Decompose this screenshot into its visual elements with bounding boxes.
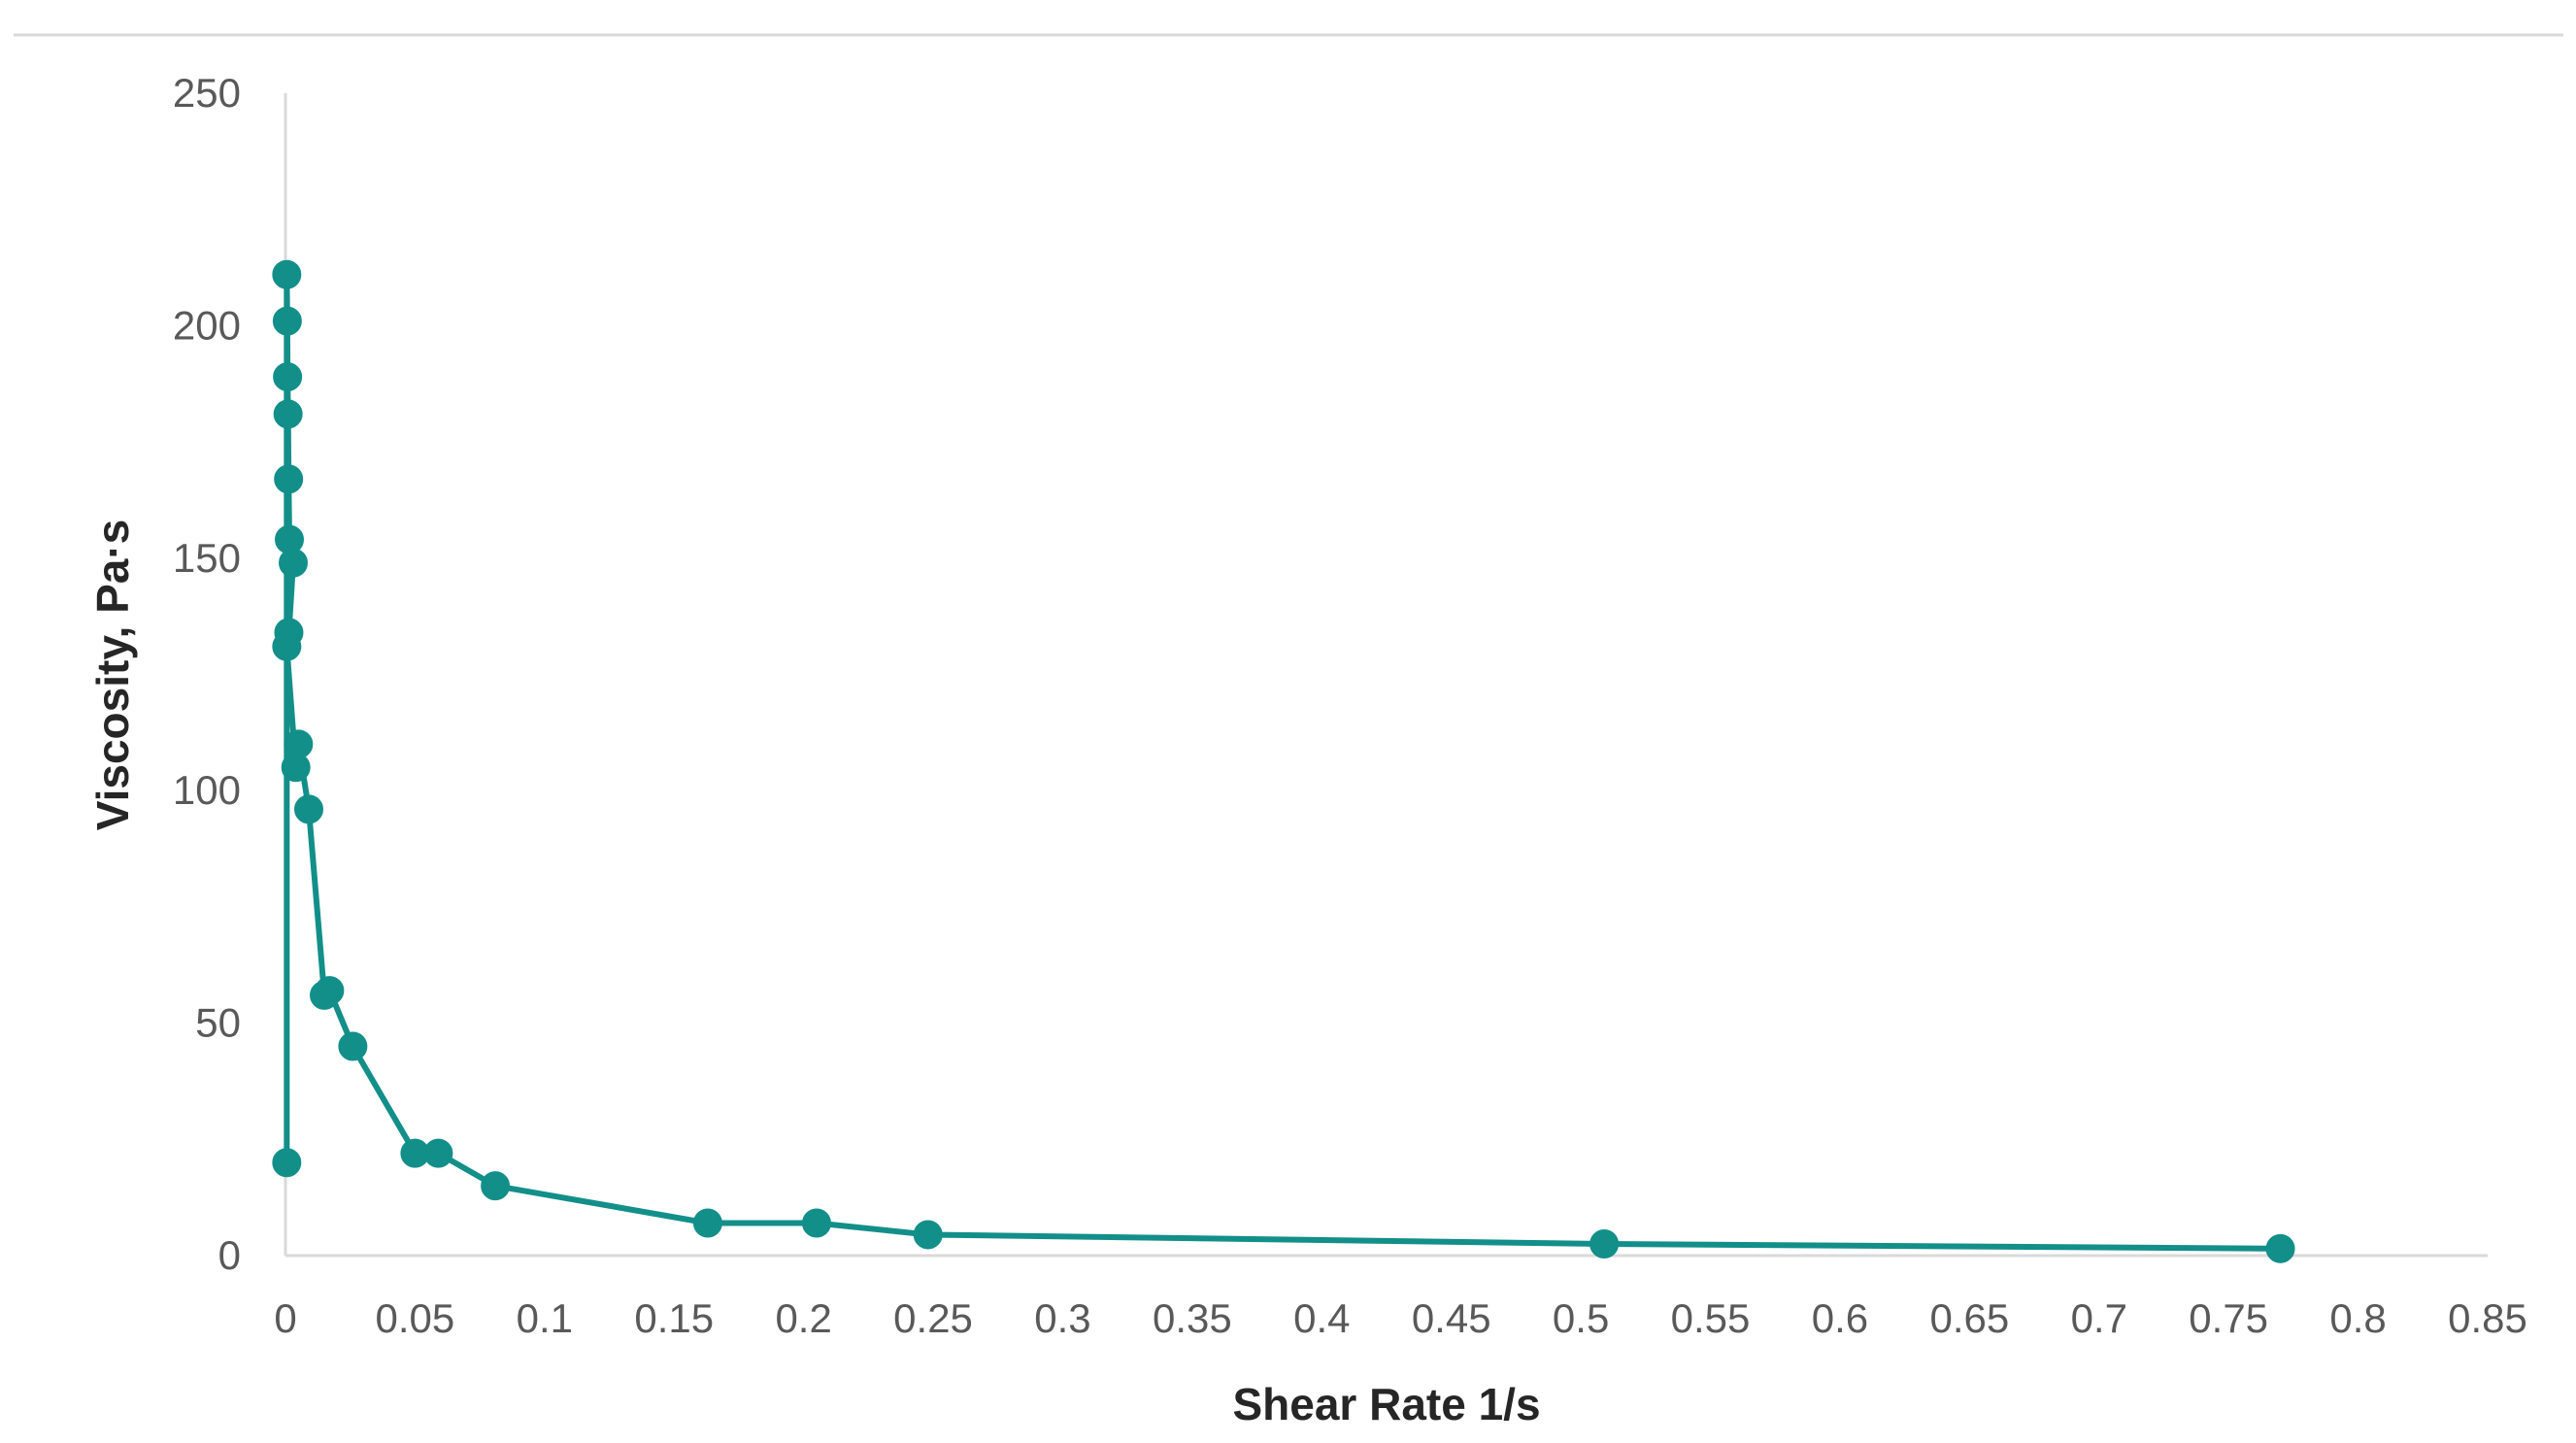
x-tick-label: 0.6 (1812, 1295, 1868, 1341)
x-tick-label: 0.55 (1671, 1295, 1751, 1341)
data-point (274, 464, 304, 494)
x-tick-label: 0.05 (376, 1295, 455, 1341)
x-tick-label: 0.3 (1034, 1295, 1090, 1341)
data-point (272, 1148, 302, 1178)
x-tick-label: 0.8 (2329, 1295, 2386, 1341)
y-tick-label: 200 (173, 302, 241, 348)
y-tick-labels: 0 50 100 150 200 250 (173, 70, 241, 1278)
y-axis-title: Viscosity, Pa·s (87, 520, 138, 830)
data-point (284, 729, 314, 759)
data-point (294, 794, 324, 824)
data-point (913, 1220, 943, 1250)
data-series (272, 259, 2295, 1263)
data-point (481, 1171, 511, 1201)
x-tick-label: 0.25 (893, 1295, 973, 1341)
y-tick-label: 150 (173, 535, 241, 581)
x-tick-label: 0.85 (2448, 1295, 2527, 1341)
data-point (692, 1208, 722, 1238)
x-tick-label: 0.35 (1153, 1295, 1232, 1341)
data-point (272, 259, 302, 289)
axes (284, 93, 2488, 1258)
x-tick-label: 0 (274, 1295, 296, 1341)
x-tick-label: 0.5 (1553, 1295, 1609, 1341)
series-line (284, 271, 2284, 1252)
x-tick-label: 0.2 (775, 1295, 831, 1341)
x-tick-label: 0.7 (2071, 1295, 2127, 1341)
data-point (272, 631, 302, 661)
data-point (315, 976, 345, 1006)
x-axis-title: Shear Rate 1/s (1232, 1379, 1540, 1429)
data-point (273, 362, 303, 392)
x-tick-label: 0.75 (2189, 1295, 2268, 1341)
x-tick-labels: 0 0.05 0.1 0.15 0.2 0.25 0.3 0.35 0.4 0.45 0.5 0.55… (274, 1295, 2527, 1341)
y-tick-label: 0 (218, 1232, 241, 1278)
y-tick-label: 100 (173, 767, 241, 813)
x-tick-label: 0.15 (634, 1295, 714, 1341)
x-tick-label: 0.1 (517, 1295, 573, 1341)
data-point (273, 399, 303, 429)
data-point (338, 1031, 368, 1061)
data-point (423, 1138, 453, 1168)
x-tick-label: 0.65 (1929, 1295, 2009, 1341)
data-point (2265, 1233, 2295, 1263)
x-tick-label: 0.45 (1412, 1295, 1491, 1341)
y-tick-label: 50 (195, 1000, 241, 1046)
x-tick-label: 0.4 (1293, 1295, 1350, 1341)
data-point (279, 548, 309, 578)
data-point (1589, 1229, 1620, 1259)
data-point (272, 306, 302, 336)
y-tick-label: 250 (173, 70, 241, 116)
data-point (801, 1208, 831, 1238)
